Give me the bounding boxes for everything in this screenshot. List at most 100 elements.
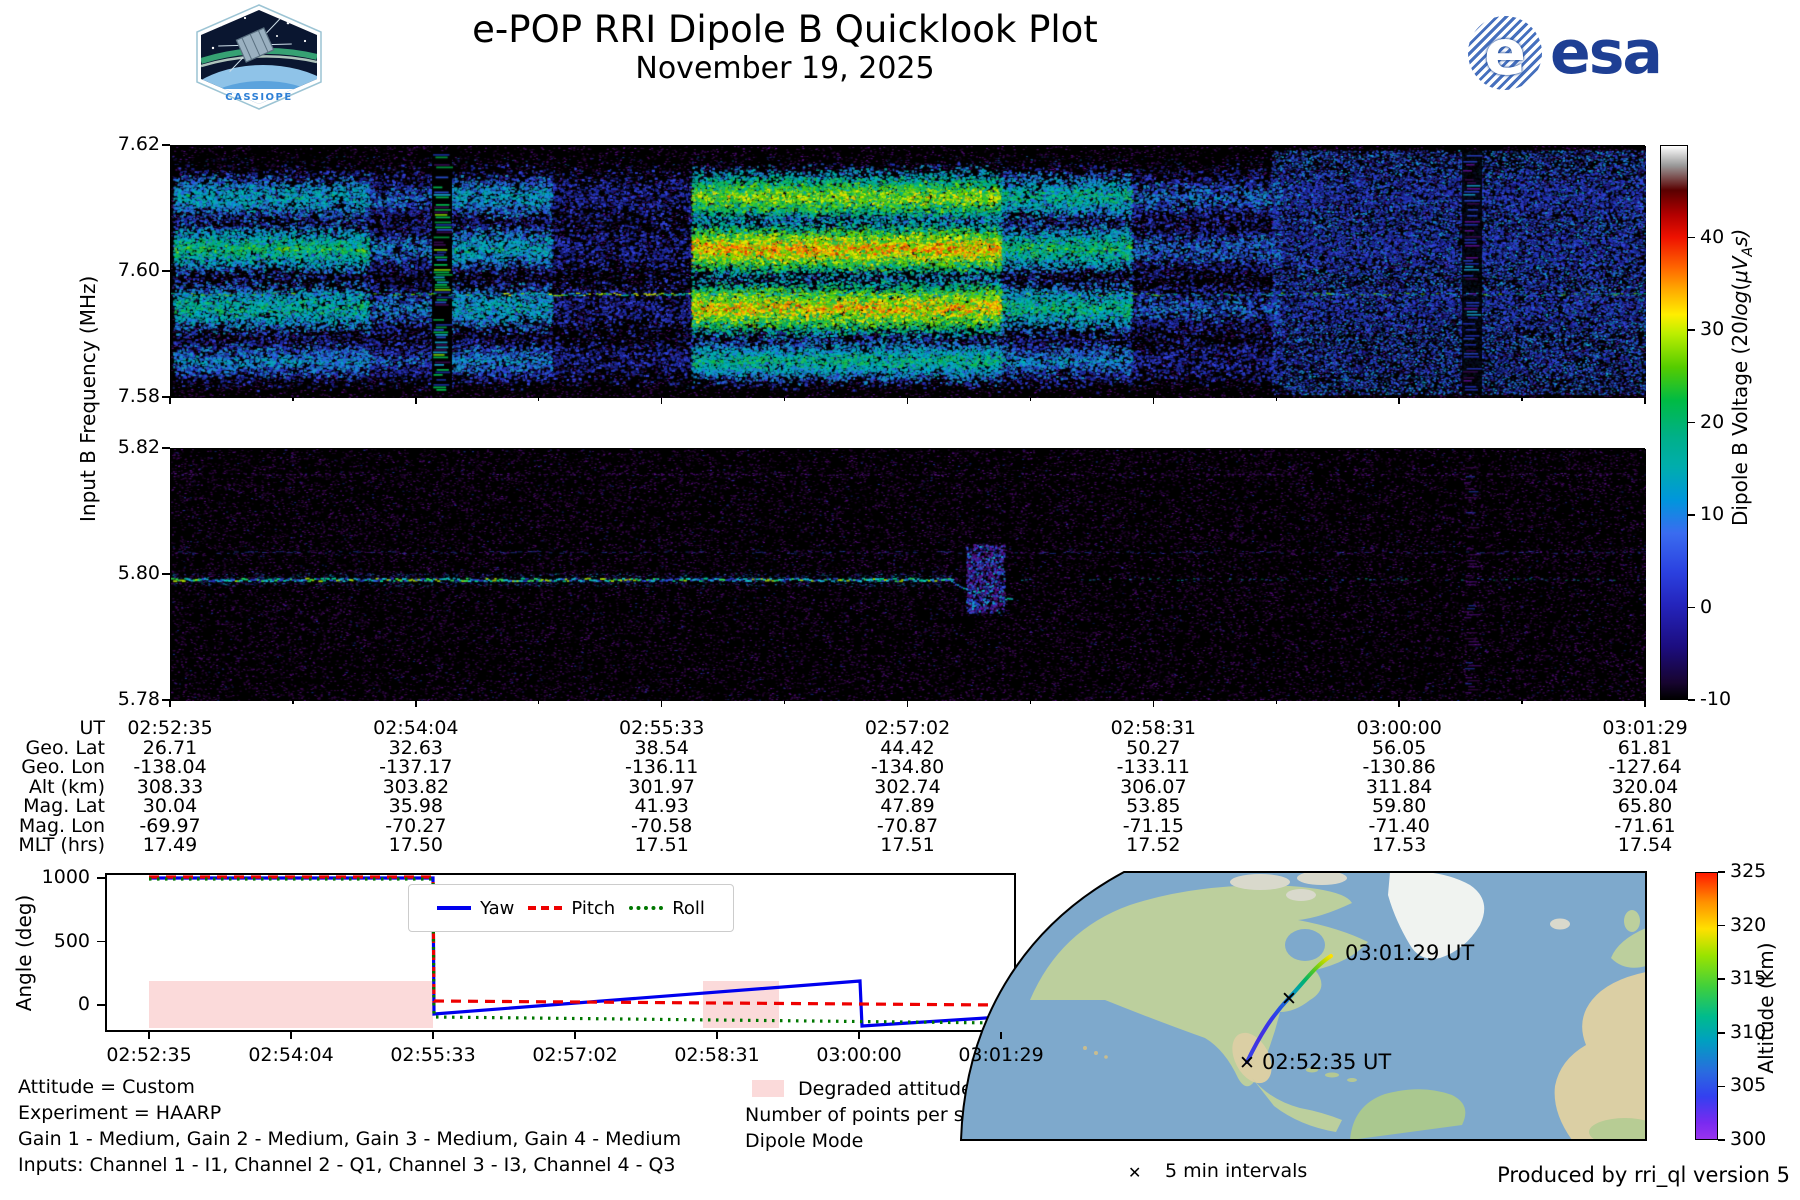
colorbar-tick-label: 40 [1700,225,1725,248]
x-tick-major [906,700,909,707]
ephemeris-cell: 44.42 [880,736,935,759]
attitude-x-tick [858,1032,860,1039]
altitude-tick-label: 300 [1730,1128,1767,1150]
legend-label-yaw: Yaw [480,897,515,919]
legend-item-roll: Roll [629,898,705,919]
attitude-y-tick [97,1004,105,1006]
ephemeris-cell: 02:57:02 [864,717,951,739]
x-tick-major [906,397,909,404]
ephemeris-cell: -127.64 [1608,756,1682,778]
altitude-tick-label: 310 [1730,1020,1767,1043]
colorbar-tick-label: 20 [1700,410,1725,433]
spectrogram-bottom-canvas [171,449,1646,701]
map-central-america [1252,1078,1342,1132]
ephemeris-cell: 53.85 [1126,795,1181,817]
x-tick-major [1152,397,1155,404]
ephemeris-cell: 03:01:29 [1602,717,1688,739]
altitude-colorbar-label: Altitude (km) [1754,942,1778,1074]
yaw-line-swatch [437,906,472,910]
map-south-america [1350,1089,1466,1140]
attitude-y-tick-label: 1000 [41,866,90,888]
ephemeris-cell: -138.04 [133,756,207,778]
colorbar-tick-label: 0 [1700,595,1713,618]
ephemeris-cell: 50.27 [1126,736,1181,759]
ephemeris-cell: -71.40 [1368,814,1430,837]
legend-label-pitch: Pitch [571,897,616,919]
ephemeris-cell: 308.33 [136,775,204,798]
ephemeris-cell: 17.51 [880,834,935,856]
attitude-x-tick [432,1032,434,1039]
ephemeris-cell: 301.97 [628,775,695,798]
x-tick-minor [1029,397,1032,401]
track-start-marker-icon: ✕ [1239,1052,1255,1074]
track-interval-marker-icon: ✕ [1281,988,1297,1010]
track-end-time-label: 03:01:29 UT [1345,941,1475,965]
ephemeris-cell: -133.11 [1116,756,1190,778]
x-tick-minor [1521,700,1523,704]
colorbar-tick [1688,236,1695,239]
ephemeris-cell: 02:58:31 [1110,717,1196,739]
altitude-tick [1718,1139,1725,1141]
ephemeris-cell: 17.53 [1371,834,1427,856]
x-tick-major [1398,700,1400,707]
x-tick-minor [292,397,294,401]
y-tick [162,573,170,575]
map-europe [1611,928,1646,968]
pitch-line-swatch [528,906,563,910]
freq-tick-label: 5.82 [117,436,160,458]
annotation-attitude: Attitude = Custom [18,1076,195,1098]
colorbar-tick [1688,699,1695,701]
map-britain [1624,910,1640,932]
ephemeris-row-label: Geo. Lon [21,756,105,778]
x-tick-minor [538,700,540,704]
annotation-inputs: Inputs: Channel 1 - I1, Channel 2 - Q1, … [18,1154,676,1176]
x-tick-major [1644,397,1646,404]
altitude-tick [1718,1085,1725,1088]
ephemeris-cell: 02:52:35 [127,717,213,739]
x-tick-major [169,397,171,404]
altitude-colorbar [1695,872,1718,1140]
attitude-x-tick-label: 02:52:35 [106,1044,192,1066]
ephemeris-cell: 311.84 [1365,775,1433,798]
ephemeris-row-label: Mag. Lat [23,795,105,817]
map-africa [1554,972,1646,1140]
x-tick-minor [292,700,294,704]
ephemeris-cell: -69.97 [139,814,201,837]
esa-globe-icon: e [1468,16,1542,90]
x-tick-minor [1521,397,1523,401]
colorbar-tick [1688,606,1695,609]
ephemeris-row-label: Alt (km) [28,775,105,798]
ephemeris-row-label: Geo. Lat [25,736,105,759]
interval-legend-marker-icon: ✕ [1128,1163,1142,1182]
roll-line-swatch [629,906,664,910]
attitude-x-tick [574,1032,576,1039]
ephemeris-row-label: MLT (hrs) [18,834,105,856]
ephemeris-cell: -71.61 [1614,814,1676,837]
ephemeris-cell: 17.52 [1126,834,1181,856]
annotation-degraded: Degraded attitude quality [798,1078,1044,1100]
colorbar-tick [1688,514,1695,516]
ephemeris-cell: 02:54:04 [373,717,459,739]
ephemeris-cell: 26.71 [142,736,198,759]
y-tick [162,270,170,272]
altitude-tick [1718,924,1725,927]
ephemeris-cell: -70.58 [631,814,693,837]
ephemeris-cell: 306.07 [1120,775,1187,798]
ephemeris-cell: 17.50 [388,834,444,856]
y-tick [162,447,170,449]
attitude-y-tick [97,940,105,943]
colorbar-tick [1688,329,1695,331]
colorbar-tick-label: 10 [1700,503,1725,525]
ephemeris-row-label: UT [79,717,105,739]
annotation-dipole-mode: Dipole Mode [745,1130,864,1152]
x-tick-major [1152,700,1155,707]
attitude-y-tick-label: 500 [53,929,90,952]
map-iceland [1550,918,1570,930]
freq-tick-label: 5.78 [117,688,160,710]
x-tick-major [660,397,663,404]
ephemeris-cell: 303.82 [382,775,450,798]
produced-by-credit: Produced by rri_ql version 5 [1497,1163,1790,1187]
colorbar-tick-label: -10 [1700,688,1732,710]
ephemeris-cell: -70.27 [385,814,447,837]
